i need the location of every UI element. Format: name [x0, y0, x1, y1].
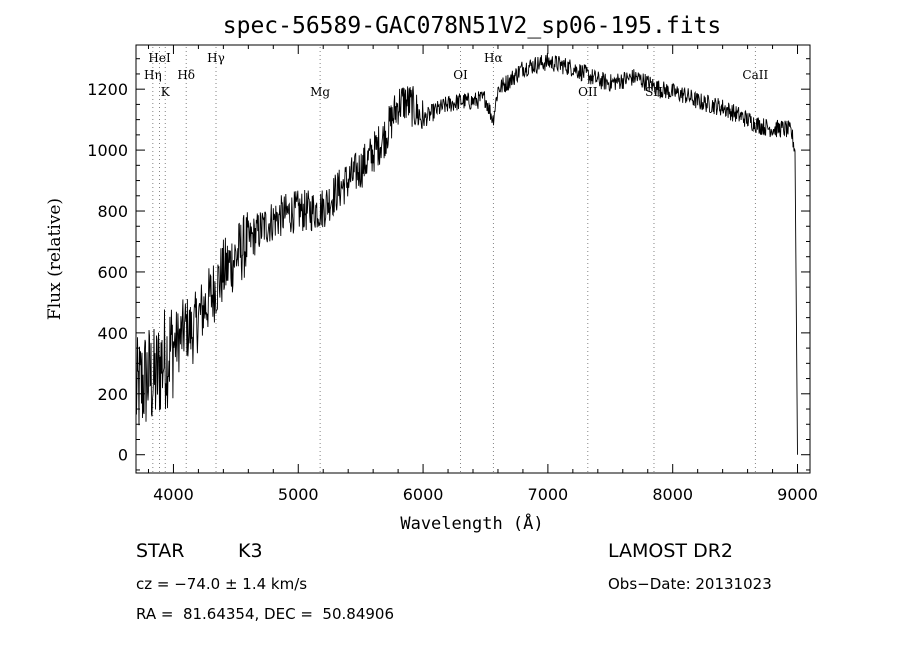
line-marker-label: K	[161, 85, 171, 99]
line-marker-label: OII	[578, 85, 598, 99]
line-marker-label: Hα	[484, 51, 503, 65]
y-tick-label: 600	[97, 263, 128, 282]
x-tick-label: 4000	[153, 485, 194, 504]
y-tick-label: 800	[97, 202, 128, 221]
y-tick-label: 200	[97, 385, 128, 404]
y-tick-label: 400	[97, 324, 128, 343]
line-marker-label: OI	[453, 68, 468, 82]
y-axis: 0 200 400 600 800 1000 1200	[87, 58, 810, 471]
x-axis-label: Wavelength (Å)	[400, 512, 543, 534]
x-tick-label: 9000	[777, 485, 818, 504]
line-marker-label: Hδ	[177, 68, 195, 82]
spectrum-line	[135, 53, 798, 455]
redshift-velocity: cz = −74.0 ± 1.4 km/s	[136, 575, 308, 593]
line-marker-label: CaII	[742, 68, 768, 82]
x-tick-label: 8000	[652, 485, 693, 504]
line-marker-label: HeI	[148, 51, 171, 65]
survey-name: LAMOST DR2	[608, 540, 733, 562]
y-tick-label: 0	[118, 446, 128, 465]
x-tick-label: 5000	[278, 485, 319, 504]
y-axis-label: Flux (relative)	[45, 198, 65, 320]
object-subclass: K3	[238, 540, 263, 562]
observation-date: Obs−Date: 20131023	[608, 575, 772, 593]
ra-dec-coordinates: RA = 81.64354, DEC = 50.84906	[136, 605, 395, 623]
y-tick-label: 1200	[87, 80, 128, 99]
x-tick-label: 7000	[528, 485, 569, 504]
x-tick-label: 6000	[403, 485, 444, 504]
x-axis: 4000 5000 6000 7000 8000 9000	[147, 45, 818, 504]
chart-title: spec-56589-GAC078N51V2_sp06-195.fits	[223, 13, 722, 39]
y-tick-label: 1000	[87, 141, 128, 160]
spectrum-series	[135, 53, 798, 455]
line-marker-label: Hγ	[207, 51, 225, 65]
line-marker-label: Mg	[310, 85, 330, 99]
line-marker-label: Hη	[144, 68, 162, 82]
object-class: STAR	[136, 540, 185, 562]
